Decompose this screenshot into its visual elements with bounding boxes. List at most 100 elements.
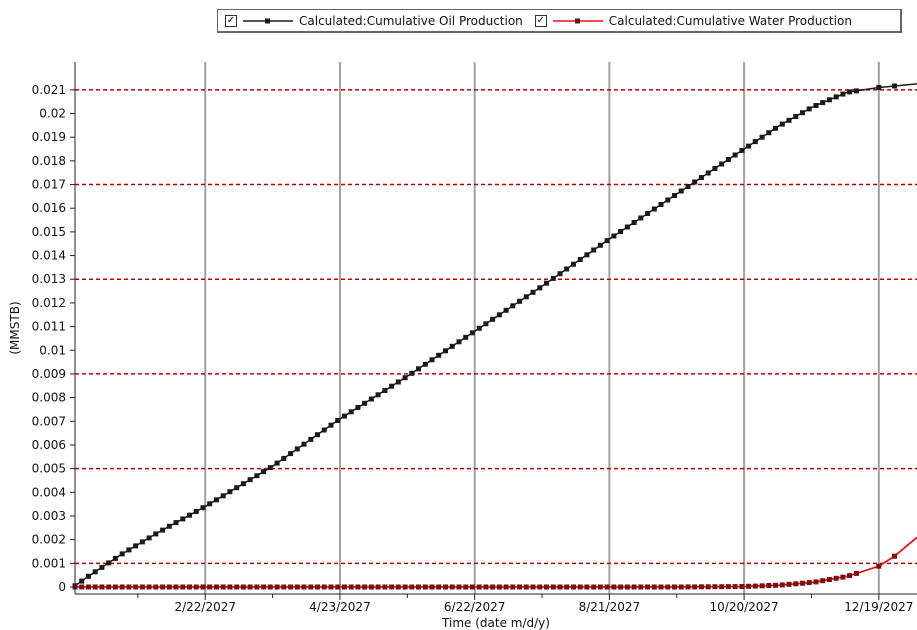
data-point-marker	[645, 211, 651, 216]
data-point-marker	[752, 139, 758, 145]
data-point-marker	[355, 405, 361, 410]
legend-swatch-oil	[243, 18, 293, 23]
data-point-marker	[779, 582, 785, 588]
data-point-marker	[800, 110, 805, 116]
water-production-line	[75, 536, 917, 588]
data-point-marker	[705, 170, 711, 176]
data-point-marker	[584, 584, 590, 590]
data-point-marker	[510, 303, 516, 309]
data-point-marker	[267, 465, 273, 471]
data-point-marker	[119, 584, 125, 590]
data-point-marker	[876, 85, 882, 90]
data-point-marker	[429, 584, 435, 590]
data-point-marker	[112, 584, 118, 590]
data-point-marker	[571, 584, 576, 590]
data-point-marker	[288, 451, 294, 457]
data-point-marker	[793, 581, 799, 587]
y-tick-label: 0.019	[32, 130, 66, 144]
data-point-marker	[544, 280, 549, 286]
data-point-marker	[187, 584, 192, 590]
data-point-marker	[692, 584, 698, 590]
data-point-marker	[685, 584, 691, 590]
data-point-marker	[651, 584, 657, 590]
data-point-marker	[759, 583, 765, 589]
data-point-marker	[288, 584, 294, 590]
legend-entry-water: ✓ Calculated:Cumulative Water Production	[534, 14, 852, 28]
data-point-marker	[537, 584, 543, 590]
y-tick-label: 0.009	[32, 367, 66, 381]
data-point-marker	[577, 257, 583, 262]
x-ticks: 2/22/2027 4/23/2027 6/22/2027 8/21/2027 10/2…	[137, 594, 913, 614]
data-point-marker	[341, 584, 347, 590]
data-point-marker	[826, 97, 832, 103]
oil-series-checkbox[interactable]: ✓	[225, 14, 237, 27]
data-point-marker	[806, 580, 812, 586]
data-point-marker	[490, 316, 496, 322]
axes	[74, 62, 917, 595]
data-point-marker	[193, 584, 199, 590]
data-point-marker	[618, 584, 624, 590]
data-point-marker	[746, 583, 752, 589]
data-point-marker	[139, 584, 145, 590]
data-point-marker	[368, 396, 374, 402]
data-point-marker	[624, 584, 630, 590]
data-point-marker	[813, 579, 819, 585]
water-series-checkbox[interactable]: ✓	[534, 14, 547, 27]
data-point-marker	[180, 516, 186, 522]
series-water	[72, 536, 917, 590]
data-point-marker	[752, 583, 758, 589]
y-tick-label: 0.011	[32, 320, 66, 334]
data-point-marker	[892, 83, 897, 89]
data-point-marker	[712, 166, 718, 171]
data-point-marker	[92, 569, 98, 575]
data-point-marker	[86, 573, 91, 579]
data-point-marker	[793, 114, 799, 119]
data-point-marker	[126, 547, 132, 553]
data-point-marker	[234, 485, 240, 491]
data-point-marker	[227, 489, 233, 495]
data-point-marker	[368, 584, 374, 590]
data-point-marker	[739, 148, 745, 153]
data-point-marker	[267, 584, 273, 590]
data-point-marker	[106, 560, 112, 566]
data-point-marker	[328, 584, 334, 590]
data-point-marker	[200, 505, 206, 511]
data-point-marker	[631, 220, 637, 225]
data-point-marker	[348, 584, 354, 590]
data-point-marker	[564, 266, 570, 272]
data-point-marker	[698, 175, 704, 180]
data-point-marker	[651, 206, 657, 212]
data-point-marker	[833, 94, 839, 100]
data-point-marker	[517, 584, 523, 590]
data-point-marker	[409, 370, 415, 376]
y-tick-label: 0.01	[39, 343, 66, 357]
data-point-marker	[281, 584, 287, 590]
y-tick-label: 0.015	[32, 225, 66, 239]
data-point-marker	[638, 215, 644, 221]
data-point-marker	[604, 584, 610, 590]
data-point-marker	[773, 582, 778, 588]
data-point-marker	[692, 179, 698, 185]
data-point-marker	[530, 289, 536, 295]
data-point-marker	[173, 520, 179, 526]
data-point-marker	[773, 125, 778, 131]
data-point-marker	[294, 446, 300, 452]
data-point-marker	[517, 298, 523, 304]
data-point-marker	[214, 497, 219, 503]
data-point-marker	[153, 584, 159, 590]
data-point-marker	[200, 584, 206, 590]
data-point-marker	[389, 584, 395, 590]
data-point-marker	[207, 584, 213, 590]
data-point-marker	[490, 584, 496, 590]
data-point-marker	[220, 584, 226, 590]
data-point-marker	[800, 580, 805, 586]
data-point-marker	[719, 584, 725, 590]
data-point-marker	[685, 184, 691, 189]
data-point-marker	[79, 584, 85, 590]
data-point-marker	[503, 307, 509, 313]
data-point-marker	[557, 271, 563, 277]
x-tick-label: 6/22/2027	[444, 600, 506, 614]
data-point-marker	[436, 584, 442, 590]
data-point-marker	[133, 543, 139, 549]
